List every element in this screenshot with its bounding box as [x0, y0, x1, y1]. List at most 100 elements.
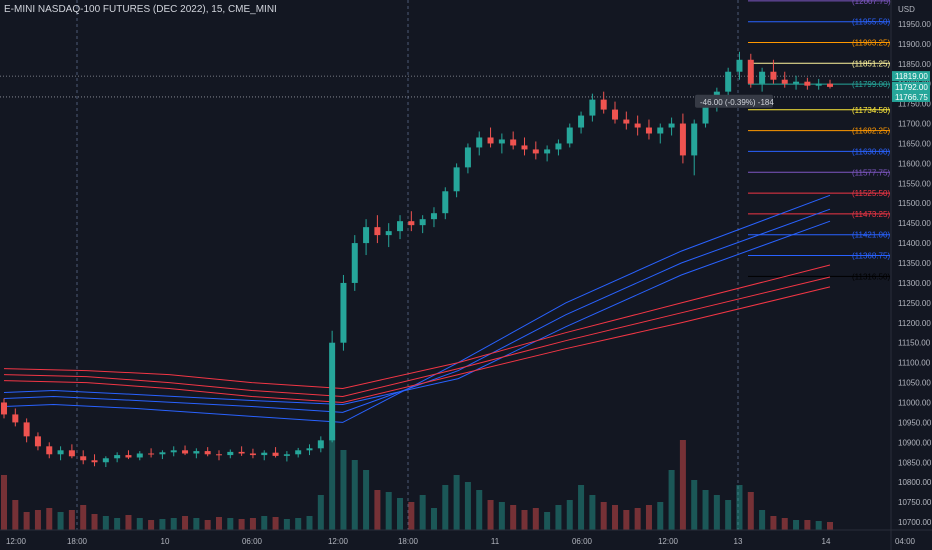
moving-average-blue	[3, 208, 831, 413]
volume-bar	[691, 480, 698, 530]
candle-body	[249, 453, 256, 456]
candle-body	[566, 127, 573, 144]
candle-body	[23, 422, 30, 437]
candle-body	[487, 137, 494, 144]
level-label: (11316.50)	[852, 272, 890, 281]
y-tick-label: 11850.00	[898, 60, 931, 69]
level-label: (11473.25)	[852, 210, 890, 219]
candle-body	[148, 453, 155, 455]
volume-bar	[498, 502, 505, 530]
candle-body	[827, 83, 833, 87]
volume-bar	[453, 475, 460, 530]
candle-body	[770, 71, 777, 80]
candle-body	[351, 243, 358, 283]
price-badge-label: 11766.75	[895, 93, 928, 102]
measure-tooltip: -46.00 (-0.39%) -184	[700, 98, 774, 107]
volume-bar	[555, 505, 562, 530]
candle-body	[532, 149, 539, 154]
volume-bar	[657, 502, 664, 530]
candle-body	[102, 458, 109, 463]
candle-body	[46, 446, 53, 455]
candle-body	[385, 231, 392, 236]
candle-body	[464, 147, 471, 168]
volume-bar	[385, 492, 392, 530]
volume-bar	[476, 490, 483, 530]
level-label: (11734.50)	[852, 106, 890, 115]
y-tick-label: 10900.00	[898, 438, 932, 447]
x-tick-label: 18:00	[398, 537, 419, 546]
candle-body	[272, 452, 279, 456]
volume-bar	[487, 500, 494, 530]
y-tick-label: 11200.00	[898, 319, 931, 328]
candle-body	[12, 414, 19, 423]
x-tick-label: 13	[734, 537, 743, 546]
volume-bar	[170, 518, 177, 530]
candle-body	[476, 137, 483, 148]
volume-bar	[419, 495, 426, 530]
price-badge-label: 11819.00	[895, 72, 928, 81]
candle-body	[657, 127, 664, 134]
volume-bar	[770, 516, 777, 530]
candle-body	[80, 456, 87, 461]
volume-bar	[159, 519, 166, 530]
volume-bar	[227, 518, 234, 530]
volume-bar	[442, 485, 449, 530]
y-tick-label: 11400.00	[898, 239, 931, 248]
level-label: (11421.00)	[852, 231, 890, 240]
volume-bar	[634, 508, 641, 530]
y-tick-label: 11950.00	[898, 20, 931, 29]
level-label: (11525.50)	[852, 189, 890, 198]
price-badge	[892, 71, 930, 82]
volume-bar	[397, 498, 404, 530]
candle-body	[691, 123, 698, 156]
candle-body	[125, 455, 132, 458]
volume-bar	[215, 517, 222, 530]
volume-bar	[272, 517, 279, 530]
volume-bar	[747, 492, 754, 530]
volume-bar	[600, 502, 607, 530]
candle-body	[34, 436, 41, 447]
volume-bar	[80, 505, 87, 530]
candle-body	[68, 450, 75, 457]
volume-bar	[46, 508, 53, 530]
volume-bar	[736, 485, 743, 530]
moving-average-blue	[3, 220, 831, 406]
volume-bar	[329, 430, 336, 530]
candle-body	[419, 219, 426, 226]
volume-bar	[1, 475, 7, 530]
candle-body	[702, 103, 709, 124]
level-label: (12007.75)	[852, 0, 891, 6]
volume-bar	[578, 485, 585, 530]
volume-bar	[827, 522, 833, 530]
volume-bar	[182, 516, 189, 530]
x-tick-label: 06:00	[572, 537, 593, 546]
candle-body	[136, 453, 143, 458]
volume-bar	[566, 500, 573, 530]
y-tick-label: 10850.00	[898, 458, 932, 467]
candle-body	[193, 451, 200, 454]
volume-bar	[91, 514, 98, 530]
currency-label: USD	[898, 5, 915, 14]
candle-body	[170, 450, 177, 453]
y-tick-label: 11250.00	[898, 299, 931, 308]
candle-body	[374, 227, 381, 236]
candle-body	[521, 145, 528, 150]
volume-bar	[815, 521, 822, 530]
level-label: (11682.25)	[852, 127, 890, 136]
candle-body	[397, 221, 404, 232]
candle-body	[453, 167, 460, 192]
volume-bar	[374, 490, 381, 530]
volume-bar	[12, 500, 19, 530]
volume-bar	[34, 510, 41, 530]
price-badge	[892, 91, 930, 102]
candle-body	[589, 99, 596, 116]
price-badge-label: 11792.00	[895, 83, 928, 92]
candle-body	[114, 455, 121, 459]
level-label: (11851.25)	[852, 59, 890, 68]
x-tick-label: 12:00	[6, 537, 27, 546]
candle-body	[317, 440, 324, 449]
candle-body	[612, 109, 619, 120]
x-tick-label: 04:00	[895, 537, 916, 546]
y-tick-label: 11650.00	[898, 139, 931, 148]
